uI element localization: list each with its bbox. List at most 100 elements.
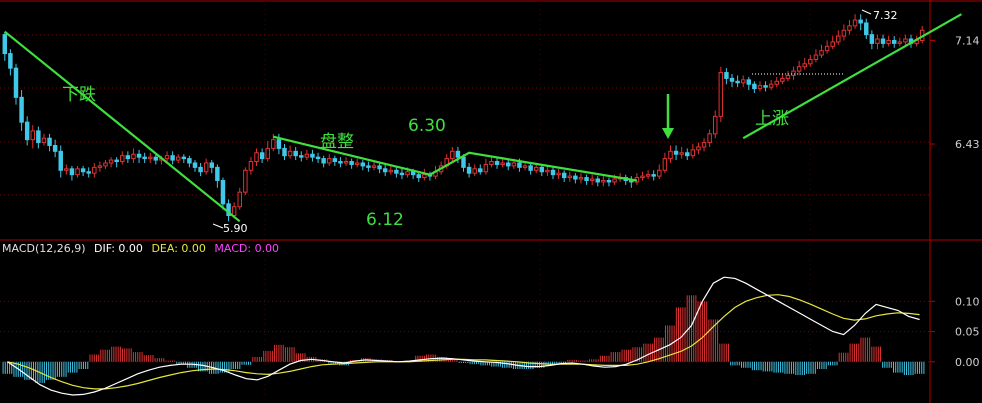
candle-body xyxy=(243,169,248,193)
label-decline: 下跌 xyxy=(62,85,96,105)
candle-body xyxy=(796,66,802,72)
candle-body xyxy=(131,153,136,160)
label-level-low: 6.12 xyxy=(366,210,404,230)
candle-body xyxy=(237,191,242,208)
candle-body xyxy=(377,165,382,170)
candle-body xyxy=(662,158,668,171)
candle-body xyxy=(187,158,192,164)
candle-body xyxy=(673,150,679,155)
candle-body xyxy=(271,139,276,149)
candle-body xyxy=(254,152,259,163)
candle-body xyxy=(556,172,561,176)
trend-line xyxy=(4,30,241,223)
candle-body xyxy=(58,150,63,171)
candle-body xyxy=(248,161,254,171)
candle-body xyxy=(327,158,332,164)
candle-body xyxy=(293,150,298,157)
candle-body xyxy=(215,166,220,181)
candle-body xyxy=(668,150,673,160)
candle-body xyxy=(8,53,13,69)
candle-body xyxy=(299,155,304,158)
candle-body xyxy=(153,156,159,161)
candle-body xyxy=(282,147,287,157)
candle-body xyxy=(125,155,131,160)
candle-body xyxy=(785,74,791,79)
candle-body xyxy=(517,162,522,168)
candle-body xyxy=(880,38,886,44)
candle-body xyxy=(601,179,606,183)
candle-body xyxy=(321,158,326,164)
candle-body xyxy=(802,63,807,68)
candle-body xyxy=(450,150,455,160)
label-rise: 上涨 xyxy=(755,109,789,129)
candle-body xyxy=(455,150,461,158)
candle-body xyxy=(528,165,533,171)
annotation-high-value: 7.32 xyxy=(873,9,898,22)
dif-line xyxy=(7,276,920,396)
candle-body xyxy=(36,130,41,144)
candle-body xyxy=(506,162,511,167)
candle-body xyxy=(64,168,69,171)
candle-body xyxy=(819,50,824,56)
candle-body xyxy=(203,162,209,173)
trend-line xyxy=(742,13,962,140)
candle-body xyxy=(164,155,170,160)
down-arrow-icon-head xyxy=(662,128,674,139)
candle-body xyxy=(315,156,321,160)
candle-body xyxy=(332,158,338,163)
candle-body xyxy=(763,85,768,88)
macd-lines xyxy=(7,276,920,396)
candle-body xyxy=(422,174,427,179)
candle-body xyxy=(343,161,349,164)
candle-body xyxy=(830,41,835,47)
candle-body xyxy=(192,162,198,168)
annotation-low-value: 5.90 xyxy=(223,222,248,235)
candle-body xyxy=(304,153,310,158)
candle-body xyxy=(371,165,377,168)
label-level-high: 6.30 xyxy=(408,116,446,136)
candle-body xyxy=(181,156,187,160)
candle-body xyxy=(231,206,237,216)
candle-body xyxy=(41,137,47,144)
candle-body xyxy=(746,79,752,85)
candle-body xyxy=(735,80,740,84)
candlestick-series xyxy=(2,14,925,222)
macd-macd-value: MACD: 0.00 xyxy=(214,242,280,255)
candle-body xyxy=(170,155,175,161)
candle-body xyxy=(220,179,226,205)
candle-body xyxy=(394,169,399,174)
candle-body xyxy=(718,72,724,117)
candle-body xyxy=(712,115,718,135)
candle-body xyxy=(752,83,757,90)
trend-lines xyxy=(4,13,962,223)
candle-body xyxy=(701,142,707,148)
candle-body xyxy=(360,162,366,167)
candle-body xyxy=(573,175,578,180)
candle-body xyxy=(19,96,24,123)
candle-body xyxy=(740,79,746,84)
candle-body xyxy=(813,54,819,60)
candle-body xyxy=(276,139,282,149)
candle-body xyxy=(92,166,97,174)
candle-body xyxy=(461,156,466,168)
candle-body xyxy=(539,166,545,173)
candle-body xyxy=(489,161,494,165)
candle-body xyxy=(774,80,779,85)
candle-body xyxy=(757,85,763,90)
annotation-low-marker xyxy=(212,223,224,229)
candle-body xyxy=(679,152,684,155)
candle-body xyxy=(69,168,75,176)
trend-line xyxy=(273,135,638,182)
candle-body xyxy=(690,149,696,157)
candle-body xyxy=(640,175,645,179)
candle-body xyxy=(416,174,421,179)
candle-body xyxy=(612,178,617,183)
macd-histogram xyxy=(2,295,925,383)
candle-body xyxy=(114,159,119,163)
candle-body xyxy=(175,156,181,161)
macd-dif-value: DIF: 0.00 xyxy=(94,242,143,255)
macd-tick-label: 0.05 xyxy=(955,326,980,339)
candle-body xyxy=(30,130,36,141)
